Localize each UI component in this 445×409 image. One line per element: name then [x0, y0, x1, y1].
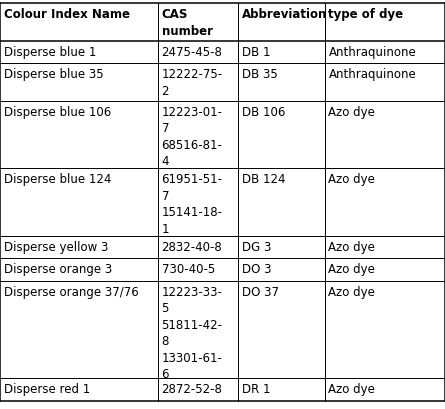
Text: DB 1: DB 1 [242, 46, 270, 58]
Text: type of dye: type of dye [328, 8, 404, 21]
Text: Abbreviation: Abbreviation [242, 8, 327, 21]
Text: Azo dye: Azo dye [328, 240, 375, 253]
Text: 2872-52-8: 2872-52-8 [162, 382, 222, 396]
Text: Azo dye: Azo dye [328, 173, 375, 186]
Text: DO 37: DO 37 [242, 285, 279, 298]
Text: Azo dye: Azo dye [328, 285, 375, 298]
Text: Azo dye: Azo dye [328, 106, 375, 119]
Text: Azo dye: Azo dye [328, 382, 375, 396]
Text: 12222-75-
2: 12222-75- 2 [162, 68, 222, 98]
Text: Disperse red 1: Disperse red 1 [4, 382, 90, 396]
Text: Disperse blue 106: Disperse blue 106 [4, 106, 111, 119]
Text: Disperse blue 124: Disperse blue 124 [4, 173, 111, 186]
Text: Colour Index Name: Colour Index Name [4, 8, 129, 21]
Text: CAS
number: CAS number [162, 8, 213, 38]
Text: 730-40-5: 730-40-5 [162, 263, 215, 276]
Text: DO 3: DO 3 [242, 263, 271, 276]
Text: Disperse orange 37/76: Disperse orange 37/76 [4, 285, 138, 298]
Text: 12223-33-
5
51811-42-
8
13301-61-
6: 12223-33- 5 51811-42- 8 13301-61- 6 [162, 285, 222, 380]
Text: DB 35: DB 35 [242, 68, 277, 81]
Text: 2475-45-8: 2475-45-8 [162, 46, 222, 58]
Text: Disperse yellow 3: Disperse yellow 3 [4, 240, 108, 253]
Text: 12223-01-
7
68516-81-
4: 12223-01- 7 68516-81- 4 [162, 106, 222, 168]
Text: Disperse blue 1: Disperse blue 1 [4, 46, 96, 58]
Text: Anthraquinone: Anthraquinone [328, 68, 416, 81]
Text: DB 124: DB 124 [242, 173, 285, 186]
Text: DG 3: DG 3 [242, 240, 271, 253]
Text: Disperse orange 3: Disperse orange 3 [4, 263, 112, 276]
Text: DB 106: DB 106 [242, 106, 285, 119]
Text: Disperse blue 35: Disperse blue 35 [4, 68, 103, 81]
Text: 2832-40-8: 2832-40-8 [162, 240, 222, 253]
Text: 61951-51-
7
15141-18-
1: 61951-51- 7 15141-18- 1 [162, 173, 222, 235]
Text: DR 1: DR 1 [242, 382, 270, 396]
Text: Azo dye: Azo dye [328, 263, 375, 276]
Text: Anthraquinone: Anthraquinone [328, 46, 416, 58]
